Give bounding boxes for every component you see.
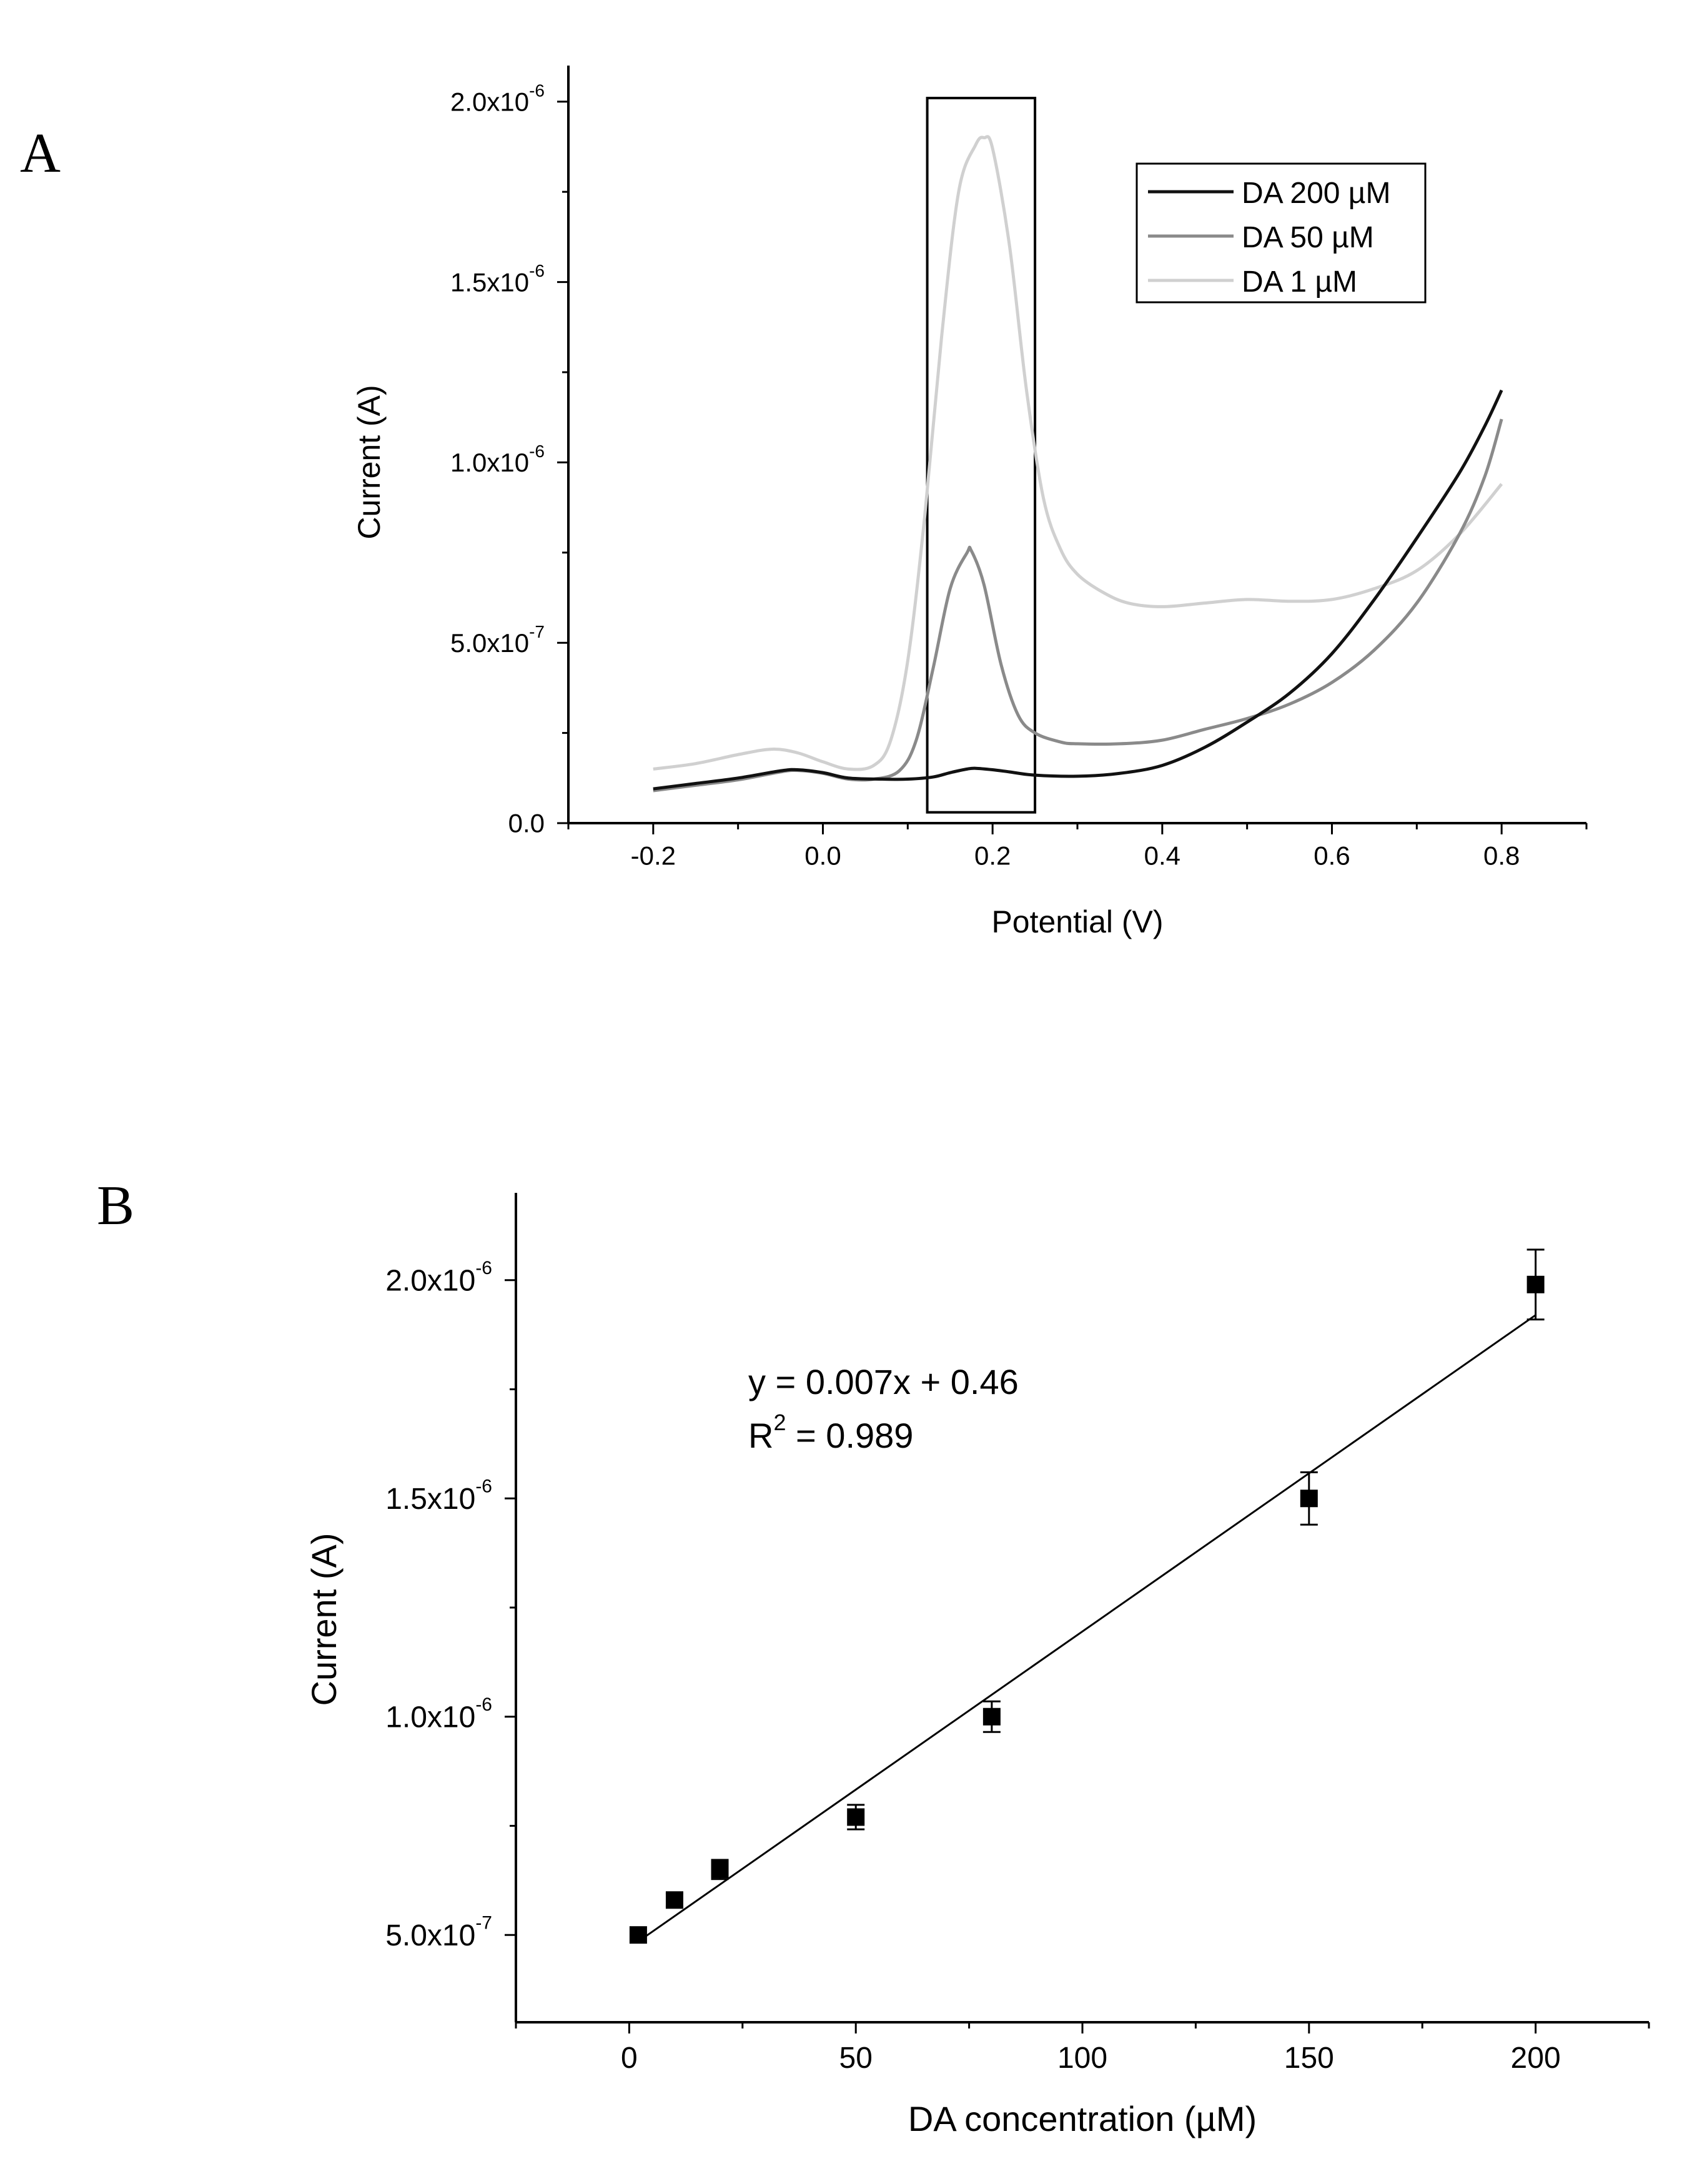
chart-b-y-tick-label: 2.0x10-6 <box>385 1258 492 1297</box>
chart-a-x-tick-label: 0.8 <box>1483 841 1520 870</box>
chart-a-x-tick-label: 0.2 <box>974 841 1011 870</box>
chart-b-y-axis-label: Current (A) <box>304 1533 344 1706</box>
chart-b-y-tick-label: 1.5x10-6 <box>385 1476 492 1516</box>
chart-a-y-tick-label: 0.0 <box>508 809 545 838</box>
chart-b-ticks <box>505 1279 1650 2033</box>
chart-a-y-axis-label: Current (A) <box>352 385 387 539</box>
chart-b-data-point <box>665 1891 683 1909</box>
chart-b-x-tick-label: 200 <box>1511 2042 1561 2075</box>
chart-b-r-squared: R2 = 0.989 <box>748 1410 913 1455</box>
legend-label-series-2: DA 50 µM <box>1242 221 1374 254</box>
chart-a-y-tick-label: 5.0x10-7 <box>450 622 545 658</box>
chart-b-r-base: R <box>748 1416 773 1455</box>
panel-b-label: B <box>97 1175 134 1237</box>
chart-a-legend: DA 200 µM DA 50 µM DA 1 µM <box>1136 162 1427 304</box>
chart-b-equation: y = 0.007x + 0.46 <box>748 1362 1019 1401</box>
chart-a-series-line-2 <box>653 418 1503 793</box>
chart-a-ticks <box>557 101 1588 834</box>
chart-a-tick-labels: -0.2 0.0 0.2 0.4 0.6 0.8 0.0 5.0x10-7 1.0x10-6 1.… <box>450 81 1520 870</box>
legend-label-series-1: DA 200 µM <box>1242 177 1390 210</box>
chart-b-points <box>629 1248 1545 1944</box>
chart-a-x-axis-label: Potential (V) <box>991 904 1163 939</box>
chart-b-r-superscript: 2 <box>773 1410 786 1435</box>
chart-a-series-line-3 <box>653 135 1503 771</box>
chart-b-x-tick-label: 0 <box>621 2042 638 2075</box>
chart-b-x-tick-label: 100 <box>1057 2042 1107 2075</box>
chart-b-data-point <box>847 1808 865 1826</box>
chart-b: 0 50 100 150 200 5.0x10-7 1.0x10-6 1.5x10-6 2.0x… <box>304 1193 1650 2138</box>
chart-b-tick-labels: 0 50 100 150 200 5.0x10-7 1.0x10-6 1.5x10-6 2.0x… <box>385 1258 1560 2075</box>
chart-a-y-tick-label: 1.5x10-6 <box>450 261 545 297</box>
chart-a-x-tick-label: -0.2 <box>631 841 676 870</box>
chart-a-highlight-box <box>926 96 1037 814</box>
panel-a-label: A <box>20 122 61 184</box>
chart-b-data-point <box>1526 1275 1545 1293</box>
chart-a: -0.2 0.0 0.2 0.4 0.6 0.8 0.0 5.0x10-7 1.0x10-6 1.… <box>352 66 1588 939</box>
chart-a-series-line-1 <box>653 389 1503 791</box>
chart-a-series <box>653 135 1503 793</box>
chart-b-data-point <box>1300 1490 1318 1508</box>
chart-b-x-tick-label: 150 <box>1284 2042 1334 2075</box>
chart-b-data-point <box>982 1707 1001 1726</box>
chart-b-y-tick-label: 5.0x10-7 <box>385 1913 492 1952</box>
chart-b-data-point <box>711 1860 729 1879</box>
chart-a-y-tick-label: 1.0x10-6 <box>450 442 545 477</box>
chart-a-x-tick-label: 0.0 <box>804 841 841 870</box>
chart-b-x-tick-label: 50 <box>839 2042 873 2075</box>
chart-b-x-axis-label: DA concentration (µM) <box>908 2099 1257 2138</box>
legend-label-series-3: DA 1 µM <box>1242 265 1357 299</box>
chart-a-y-tick-label: 2.0x10-6 <box>450 81 545 116</box>
chart-a-x-tick-label: 0.6 <box>1314 841 1350 870</box>
chart-b-data-point <box>629 1926 647 1944</box>
chart-a-x-tick-label: 0.4 <box>1144 841 1180 870</box>
chart-b-fit-line <box>638 1314 1536 1942</box>
chart-b-y-tick-label: 1.0x10-6 <box>385 1694 492 1734</box>
chart-b-r-value: = 0.989 <box>786 1416 913 1455</box>
